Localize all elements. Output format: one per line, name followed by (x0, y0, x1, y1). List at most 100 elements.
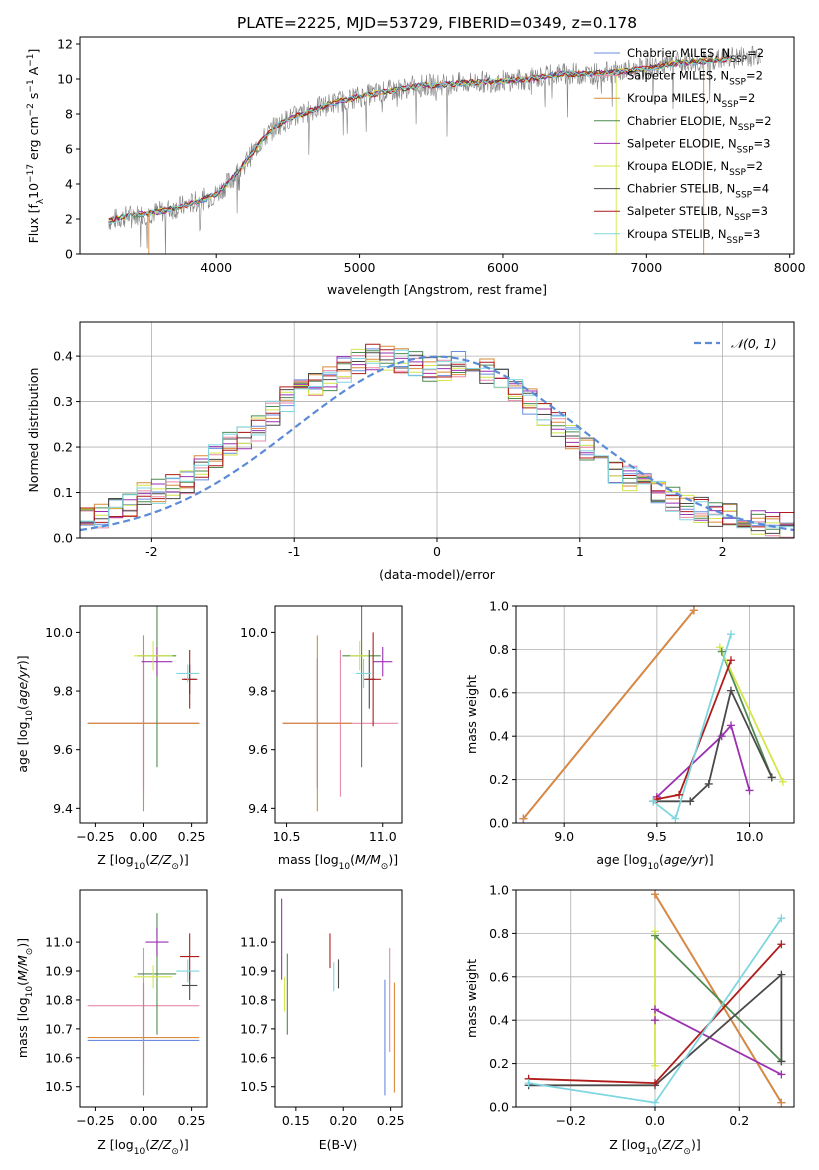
plus-marker (777, 940, 786, 949)
plus-marker (717, 732, 726, 741)
plus-marker (651, 1098, 659, 1107)
x-tick-label: 0.20 (329, 1113, 357, 1128)
plot-area (282, 606, 399, 812)
y-tick-label: 9.4 (248, 801, 268, 816)
plot-area (108, 45, 761, 254)
y-tick-label: 0.4 (489, 729, 509, 744)
x-tick-label: 0.00 (130, 829, 158, 844)
weight-line (719, 646, 784, 783)
y-tick-label: 0.2 (489, 1056, 509, 1071)
plus-marker (767, 773, 776, 782)
x-tick-label: −0.25 (76, 829, 114, 844)
plus-marker (651, 1079, 659, 1088)
plus-marker (671, 814, 680, 823)
plot-area (281, 898, 395, 1096)
weight-line (654, 934, 783, 1063)
y-tick-label: 9.8 (248, 684, 268, 699)
plus-marker (745, 786, 754, 795)
x-axis-label: E(B-V) (319, 1137, 358, 1152)
y-tick-label: 6 (65, 142, 73, 157)
histogram-step (80, 348, 794, 538)
x-axis-label: Z [log10(Z/Z⊙)] (97, 1137, 188, 1157)
normal-curve (80, 355, 794, 532)
x-tick-label: 0.15 (282, 1113, 310, 1128)
y-tick-label: 10.8 (240, 992, 268, 1007)
y-tick-label: 11.0 (240, 935, 268, 950)
weight-line (652, 633, 732, 821)
plus-marker (649, 797, 658, 806)
x-tick-label: 6000 (487, 260, 519, 275)
plus-marker (777, 1070, 786, 1079)
legend-entry: Kroupa MILES, NSSP=2 (627, 91, 755, 110)
weight-line (656, 659, 732, 800)
x-tick-label: −0.2 (556, 1113, 586, 1128)
x-axis-label: wavelength [Angstrom, rest frame] (327, 282, 547, 297)
plot-area (516, 890, 794, 1107)
legend-entry: Chabrier MILES, NSSP=2 (627, 46, 764, 65)
y-tick-label: 10.5 (45, 1079, 73, 1094)
y-tick-label: 10.6 (240, 1050, 268, 1065)
y-tick-label: 10.9 (45, 964, 73, 979)
legend-entry: Salpeter MILES, NSSP=2 (627, 69, 763, 88)
x-tick-label: 11.0 (369, 829, 397, 844)
y-tick-label: 1.0 (489, 599, 509, 614)
mass-vs-Z-axes: −0.25 0.00 0.25 10.5 10.6 10.7 10.8 10.9 11.0 Z [… (15, 889, 208, 1157)
y-tick-label: 12 (57, 37, 73, 52)
x-tick-label: 0.2 (729, 1113, 749, 1128)
y-axis-label: mass weight (464, 675, 479, 754)
plus-marker (777, 970, 786, 979)
x-tick-label: −0.25 (76, 1113, 114, 1128)
x-tick-label: 0 (433, 544, 441, 559)
y-tick-label: 11.0 (45, 935, 73, 950)
y-tick-label: 0.4 (53, 349, 73, 364)
x-tick-label: 4000 (200, 260, 232, 275)
x-tick-label: 0.0 (645, 1113, 665, 1128)
y-tick-label: 10.7 (45, 1021, 73, 1036)
y-tick-label: 10.0 (240, 625, 268, 640)
y-tick-label: 9.6 (53, 742, 73, 757)
axes-frame (274, 889, 403, 1108)
y-tick-label: 0.4 (489, 1013, 509, 1028)
plot-area (87, 913, 200, 1096)
plus-marker (717, 647, 726, 656)
x-axis-label: Z [log10(Z/Z⊙)] (97, 852, 188, 872)
y-tick-label: 0.6 (489, 969, 509, 984)
x-tick-label: 9.0 (554, 829, 574, 844)
y-tick-label: 0 (65, 247, 73, 262)
plus-marker (651, 1005, 659, 1014)
y-tick-label: 0.1 (53, 485, 73, 500)
plus-marker (777, 914, 786, 923)
plus-marker (651, 1061, 659, 1070)
age-vs-mass-axes: 10.5 11.0 9.4 9.6 9.8 10.0 mass [log10(M/M⊙)] (240, 605, 403, 872)
y-tick-label: 0.2 (489, 772, 509, 787)
spectrum-axes: 4000 5000 6000 7000 8000 0 2 4 6 8 10 12 wavelength … (26, 36, 806, 297)
x-tick-label: 9.5 (647, 829, 667, 844)
legend-entry: Chabrier ELODIE, NSSP=2 (627, 114, 772, 133)
weight-line (528, 972, 783, 1087)
y-tick-label: 9.6 (248, 742, 268, 757)
x-tick-label: 10.0 (736, 829, 764, 844)
weight-line (720, 651, 773, 778)
model-line (108, 56, 731, 225)
plus-marker (651, 927, 659, 936)
weight-vs-Z-axes: −0.2 0.0 0.2 0.0 0.2 0.4 0.6 0.8 1.0 Z [log10(Z/Z… (464, 883, 795, 1157)
y-tick-label: 0.2 (53, 440, 73, 455)
plus-marker (686, 797, 695, 806)
plot-area (80, 322, 794, 538)
legend-entry: Kroupa ELODIE, NSSP=2 (627, 159, 763, 178)
y-tick-label: 9.8 (53, 684, 73, 699)
legend-entry: Salpeter STELIB, NSSP=3 (627, 204, 768, 223)
plus-marker (651, 1016, 659, 1025)
y-tick-label: 10.6 (45, 1050, 73, 1065)
y-tick-label: 0.6 (489, 685, 509, 700)
x-tick-label: 5000 (344, 260, 376, 275)
legend-entry: 𝒩(0, 1) (731, 336, 777, 351)
y-tick-label: 0.0 (489, 816, 509, 831)
plus-marker (726, 686, 735, 695)
plus-marker (715, 643, 724, 652)
y-tick-label: 0.0 (489, 1100, 509, 1115)
y-tick-label: 4 (65, 177, 73, 192)
weight-vs-age-axes: 9.0 9.5 10.0 0.0 0.2 0.4 0.6 0.8 1.0 age [log10(a… (464, 599, 795, 872)
axes-frame (515, 605, 795, 824)
